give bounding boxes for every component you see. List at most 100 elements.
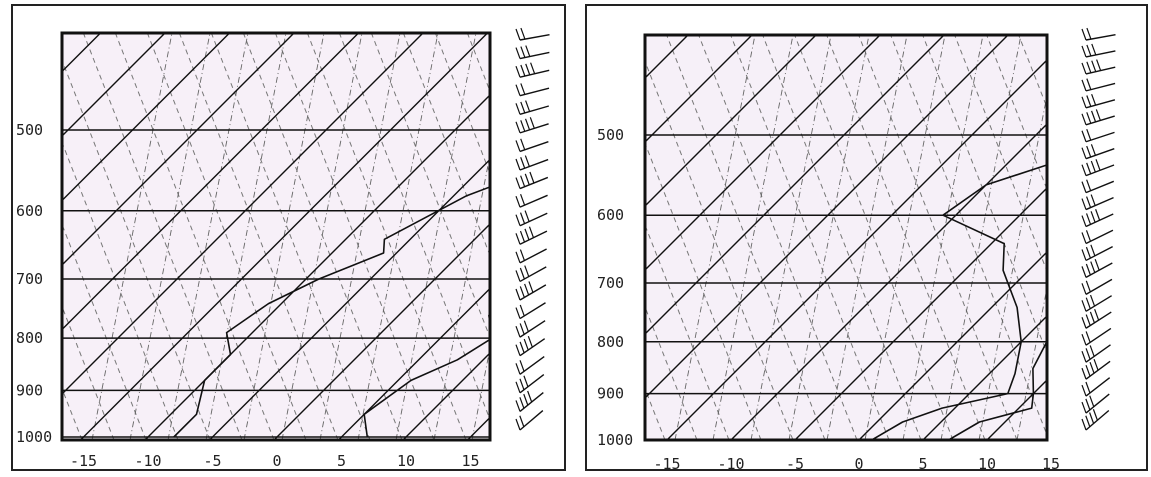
dry-adiabat	[146, 33, 307, 440]
mixing-ratio-line	[788, 35, 870, 440]
dry-adiabat	[242, 33, 403, 440]
wind-barb-flag	[519, 230, 526, 243]
dry-adiabat	[666, 35, 826, 440]
isotherm	[986, 379, 1047, 440]
x-tick-label: 5	[918, 455, 927, 473]
wind-barb-flag	[1095, 109, 1101, 121]
wind-barb-flag	[523, 375, 529, 387]
wind-barb-staff	[1085, 131, 1115, 143]
wind-barb-flag	[519, 415, 525, 427]
temperature-profile	[948, 339, 1047, 440]
wind-barb-flag	[515, 177, 521, 189]
wind-barb-flag	[1090, 244, 1096, 257]
wind-barb-flag	[1089, 395, 1095, 407]
wind-barb-flag	[1091, 110, 1097, 123]
isotherm	[645, 35, 881, 271]
wind-barb-flag	[524, 210, 530, 222]
isotherm	[645, 35, 817, 207]
isotherm	[79, 33, 489, 440]
y-tick-label: 900	[597, 385, 624, 403]
wind-barb-flag	[515, 47, 521, 59]
wind-barb-flag	[1085, 331, 1091, 343]
wind-barb-flag	[1081, 181, 1087, 193]
wind-barb-flag	[519, 267, 525, 280]
wind-barb-flag	[1086, 145, 1092, 158]
y-tick-label: 900	[16, 381, 43, 399]
dewpoint-profile	[173, 186, 490, 438]
wind-barb-flag	[1090, 211, 1096, 223]
wind-barb-flag	[528, 281, 534, 293]
dry-adiabat	[645, 141, 762, 440]
wind-barb-flag	[519, 286, 525, 298]
dry-adiabat	[62, 141, 179, 440]
wind-barb-flag	[1090, 194, 1096, 206]
dry-adiabat	[762, 35, 922, 440]
wind-barb-flag	[1085, 280, 1091, 293]
x-tick-label: -5	[203, 452, 221, 470]
wind-barb-flag	[524, 228, 530, 241]
isotherm	[645, 35, 753, 143]
plot-border	[60, 31, 492, 442]
wind-barb-flag	[523, 393, 529, 406]
y-tick-label: 1000	[16, 428, 52, 446]
x-tick-label: 5	[337, 452, 346, 470]
y-tick-label: 700	[16, 270, 43, 288]
wind-barb-flag	[1094, 258, 1100, 271]
wind-barb-flag	[515, 214, 521, 226]
dry-adiabat	[826, 35, 986, 440]
wind-barb-flag	[515, 251, 521, 264]
wind-barb-flag	[1081, 232, 1087, 244]
dry-adiabat	[274, 33, 435, 440]
mixing-ratio-line	[357, 33, 439, 440]
wind-barb-flag	[515, 363, 521, 375]
wind-barb-flag	[515, 381, 521, 394]
isotherm	[794, 187, 1047, 440]
wind-barb-flag	[1092, 409, 1098, 421]
wind-barb-flag	[523, 320, 529, 332]
mixing-ratio-line	[129, 33, 211, 440]
wind-barb-flag	[515, 140, 521, 152]
isotherm	[208, 158, 490, 440]
wind-barb-flag	[525, 63, 531, 76]
y-tick-label: 500	[597, 126, 624, 144]
x-tick-label: 0	[272, 452, 281, 470]
wind-barb-flag	[1081, 300, 1087, 312]
wind-barb-flag	[1085, 213, 1092, 225]
wind-barb-flag	[1089, 294, 1096, 307]
dry-adiabat	[858, 35, 1018, 440]
mixing-ratio-line	[205, 33, 287, 440]
mixing-ratio-line	[674, 35, 756, 440]
wind-barb-flag	[1085, 230, 1092, 242]
isotherm	[858, 251, 1047, 440]
wind-barb-flag	[519, 397, 525, 409]
dry-adiabat	[62, 305, 115, 440]
wind-barb-flag	[1093, 358, 1099, 371]
plot-area	[62, 33, 490, 440]
wind-barb-flag	[1081, 215, 1087, 227]
wind-barb-flag	[1089, 412, 1095, 424]
wind-barb-flag	[1095, 209, 1101, 221]
wind-barb-flag	[515, 307, 521, 319]
isotherm	[62, 33, 424, 395]
wind-barb-flag	[1091, 60, 1097, 72]
y-tick-label: 1000	[597, 431, 633, 449]
mixing-ratio-line	[395, 33, 477, 440]
wind-barb-flag	[1085, 297, 1091, 309]
y-tick-label: 600	[597, 206, 624, 224]
wind-barb-flag	[520, 101, 526, 114]
wind-barb-flag	[515, 195, 521, 208]
isotherm	[62, 33, 166, 137]
wind-barb-flag	[1085, 415, 1091, 427]
y-tick-label: 600	[16, 202, 43, 220]
wind-barb-flag	[1085, 381, 1091, 394]
wind-barb-flag	[1086, 78, 1092, 90]
wind-barb-flag	[1086, 162, 1092, 175]
isotherm	[402, 352, 490, 440]
wind-barb-flag	[515, 65, 521, 78]
wind-barb-flag	[1090, 144, 1096, 156]
wind-barb-flag	[515, 233, 521, 245]
plot-background	[645, 35, 1047, 440]
dry-adiabat	[794, 35, 954, 440]
wind-barb-flag	[1091, 93, 1097, 106]
x-tick-label: 15	[1042, 455, 1060, 473]
